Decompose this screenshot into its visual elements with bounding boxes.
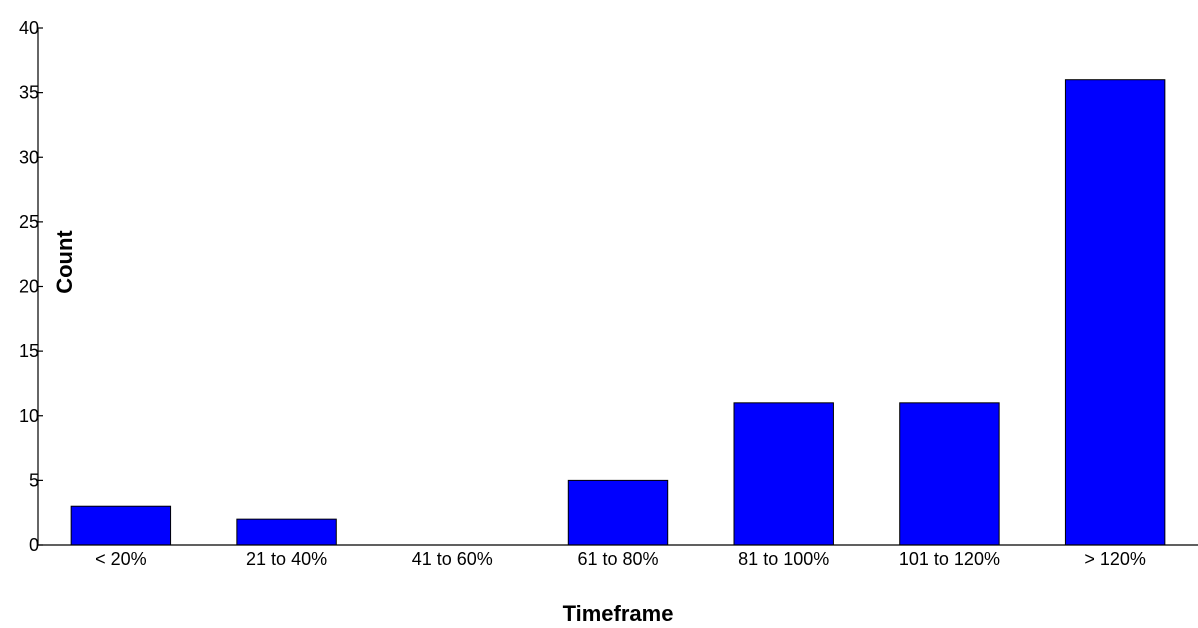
y-tick-label: 30 [19, 147, 39, 167]
y-tick-label: 5 [29, 470, 39, 490]
y-axis-ticks: 0 5 10 15 20 25 30 35 40 [19, 18, 43, 555]
y-tick-label: 20 [19, 277, 39, 297]
y-axis-title: Count [52, 230, 77, 294]
bar [567, 479, 669, 546]
x-tick-label: 21 to 40% [246, 549, 327, 569]
y-tick-label: 10 [19, 406, 39, 426]
bar [733, 402, 834, 546]
x-tick-label: > 120% [1084, 549, 1146, 569]
x-tick-label: < 20% [95, 549, 147, 569]
bar [1064, 79, 1166, 546]
y-tick-label: 40 [19, 18, 39, 38]
x-axis-ticks: < 20% 21 to 40% 41 to 60% 61 to 80% 81 to 10… [95, 549, 1146, 569]
y-tick-label: 35 [19, 83, 39, 103]
y-tick-label: 0 [29, 535, 39, 555]
bars [70, 79, 1166, 546]
y-tick-label: 15 [19, 341, 39, 361]
y-tick-label: 25 [19, 212, 39, 232]
bar [236, 518, 337, 546]
bar [70, 505, 172, 546]
x-tick-label: 41 to 60% [412, 549, 493, 569]
bar [899, 402, 1000, 546]
x-tick-label: 81 to 100% [738, 549, 829, 569]
x-tick-label: 101 to 120% [899, 549, 1000, 569]
x-tick-label: 61 to 80% [577, 549, 658, 569]
x-axis-title: Timeframe [563, 601, 674, 626]
